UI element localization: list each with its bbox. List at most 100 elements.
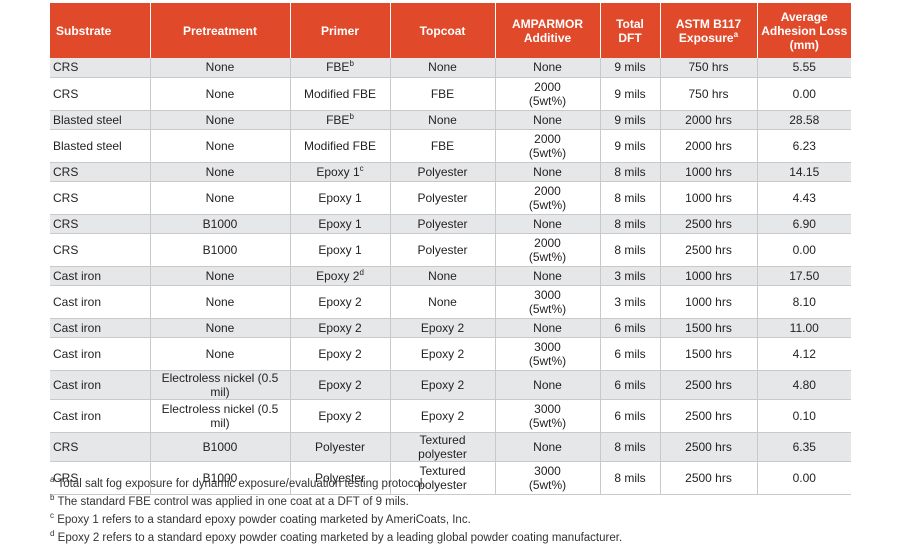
cell-text: None (533, 320, 562, 335)
table-cell: Cast iron (50, 285, 151, 319)
table-cell: 6.35 (757, 432, 851, 462)
footnote-mark: a (50, 475, 55, 485)
table-row: CRS B1000 Polyester Textured polyester 3000(… (50, 461, 851, 495)
table-row: CRS B1000 Epoxy 1 Polyester 2000 (5wt%) 8 mils… (50, 233, 851, 267)
table-cell: Textured polyester (390, 461, 496, 495)
table-cell: None (150, 58, 291, 78)
cell-line: Total (616, 16, 644, 31)
cell-text: 4.80 (792, 377, 816, 392)
cell-text: 2500 hrs (685, 242, 732, 257)
footnote-text: Epoxy 1 refers to a standard epoxy powde… (57, 514, 471, 526)
cell-text: 1500 hrs (685, 320, 732, 335)
column-header: ASTM B117 Exposurea (660, 3, 758, 58)
column-header: Topcoat (390, 3, 496, 58)
table-cell: Polyester (290, 432, 391, 462)
table-cell: Modified FBE (290, 129, 391, 163)
cell-text: 750 hrs (688, 86, 729, 101)
cell-line: Additive (523, 30, 572, 45)
footnotes: a Total salt fog exposure for dynamic ex… (50, 475, 622, 547)
cell-text: 6 mils (614, 346, 646, 361)
cell-text: 0.00 (792, 86, 816, 101)
cell-text: 2500 hrs (685, 439, 732, 454)
cell-text: B1000 (202, 216, 238, 231)
table-cell: 0.10 (757, 399, 851, 433)
table-row: CRS B1000 Polyester Textured polyester None 8… (50, 432, 851, 462)
cell-text: 0.00 (792, 242, 816, 257)
table-cell: 3 mils (600, 285, 661, 319)
cell-text: None (533, 439, 562, 454)
cell-text: Topcoat (419, 23, 466, 38)
cell-text: 6 mils (614, 408, 646, 423)
cell-text: 1000 hrs (685, 268, 732, 283)
cell-text: Blasted steel (53, 112, 122, 127)
footnote-mark: d (50, 529, 55, 539)
cell-text: None (428, 268, 457, 283)
footnote-ref: d (359, 267, 364, 277)
cell-text: 6 mils (614, 377, 646, 392)
table-cell: CRS (50, 181, 151, 215)
cell-text: None (533, 216, 562, 231)
table-cell: 6 mils (600, 370, 661, 400)
cell-text: Cast iron (53, 320, 102, 335)
table-cell: 6.23 (757, 129, 851, 163)
table-cell: 3000 (5wt%) (495, 285, 601, 319)
table-row: Cast iron None Epoxy 2 None 3000 (5wt%) 3 mils… (50, 285, 851, 319)
cell-text: 8.10 (792, 294, 816, 309)
table-cell: FBE (390, 129, 496, 163)
cell-line: 2000 (534, 131, 561, 146)
cell-text: 0.00 (792, 470, 816, 485)
footnote-mark: b (50, 493, 55, 503)
table-cell: 1000 hrs (660, 181, 758, 215)
cell-text: 6.35 (792, 439, 816, 454)
cell-text: Blasted steel (53, 138, 122, 153)
cell-text: 8 mils (614, 470, 646, 485)
table-cell: FBE (390, 77, 496, 111)
table-cell: 2500 hrs (660, 233, 758, 267)
table-cell: 1000 hrs (660, 162, 758, 182)
cell-text: Epoxy 1 (318, 190, 362, 205)
table-cell: None (495, 432, 601, 462)
cell-text: FBE (430, 86, 455, 101)
table-row: CRS None Epoxy 1c Polyester None 8 mils 1000 h… (50, 162, 851, 182)
footnote-mark: c (50, 511, 54, 521)
table-cell: Epoxy 2 (290, 370, 391, 400)
table-cell: None (150, 266, 291, 286)
cell-text: Primer (320, 23, 360, 38)
cell-text: CRS (53, 164, 79, 179)
cell-text: Polyester (314, 470, 366, 485)
column-header: AMPARMOR Additive (495, 3, 601, 58)
cell-text: None (428, 294, 457, 309)
cell-text: 2000 hrs (685, 138, 732, 153)
footnote-text: The standard FBE control was applied in … (57, 496, 409, 508)
cell-text: None (205, 60, 235, 75)
table-cell: Polyester (290, 461, 391, 495)
cell-text: 3 mils (614, 294, 646, 309)
table-cell: None (495, 58, 601, 78)
table-cell: Epoxy 2 (390, 318, 496, 338)
cell-text: FBE (430, 138, 455, 153)
cell-text: Pretreatment (182, 23, 258, 38)
footnote-ref: b (349, 59, 354, 69)
table-cell: 9 mils (600, 110, 661, 130)
cell-line: (5wt%) (528, 249, 567, 264)
table-cell: Polyester (390, 214, 496, 234)
table-row: CRS B1000 Epoxy 1 Polyester None 8 mils 2500 h… (50, 214, 851, 234)
cell-text: Epoxy 2 (318, 320, 362, 335)
table-cell: 3000 (5wt%) (495, 399, 601, 433)
table-cell: 2000 (5wt%) (495, 77, 601, 111)
table-cell: Epoxy 1 (290, 181, 391, 215)
table-cell: Cast iron (50, 337, 151, 371)
cell-text: 8 mils (614, 439, 646, 454)
cell-line: 3000 (534, 401, 561, 416)
cell-text: Substrate (56, 23, 112, 38)
column-header: Total DFT (600, 3, 661, 58)
table-row: Cast iron None Epoxy 2d None None 3 mils 1000 … (50, 266, 851, 286)
table-cell: 0.00 (757, 77, 851, 111)
cell-text: 1000 hrs (685, 294, 732, 309)
cell-text: Epoxy 2 (318, 294, 362, 309)
footnote: c Epoxy 1 refers to a standard epoxy pow… (50, 511, 622, 529)
data-table: Substrate Pretreatment Primer Topcoat AMPARM… (50, 3, 851, 495)
cell-text: None (205, 86, 235, 101)
cell-text: None (205, 190, 235, 205)
table-row: Blasted steel None FBEb None None 9 mils 2000 … (50, 110, 851, 130)
